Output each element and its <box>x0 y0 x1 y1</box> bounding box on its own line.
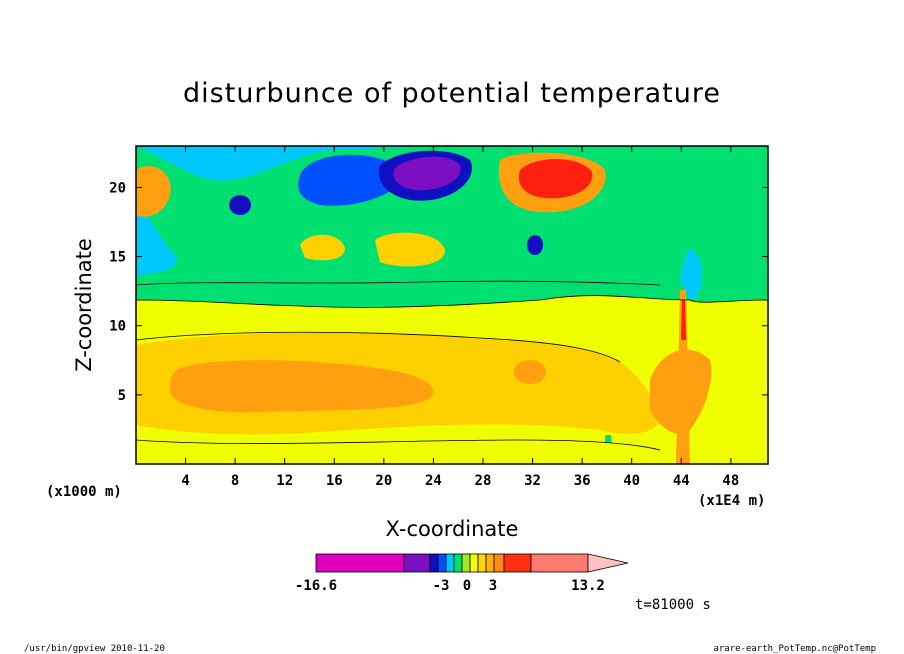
x-unit-left: (x1000 m) <box>46 484 122 500</box>
orange-lower-core <box>170 360 434 413</box>
colorbar-mid-label-3: 3 <box>489 578 497 594</box>
contour-line <box>136 280 661 286</box>
x-axis-label: X-coordinate <box>386 517 519 541</box>
colorbar-segment <box>429 553 439 573</box>
footer-left: /usr/bin/gpview 2010-11-20 <box>24 644 165 654</box>
lightorange-blob-2 <box>375 232 445 267</box>
x-tick-label: 44 <box>673 473 690 489</box>
x-tick-label: 28 <box>475 473 492 489</box>
purple-core <box>393 156 461 191</box>
column-red <box>681 300 686 340</box>
colorbar-segment <box>437 553 447 573</box>
navy-spot <box>229 195 251 215</box>
colorbar-segment <box>403 553 431 573</box>
y-tick-label: 20 <box>109 180 126 196</box>
x-tick-label: 20 <box>375 473 392 489</box>
y-tick-label: 10 <box>109 319 126 335</box>
y-tick-label: 15 <box>109 250 126 266</box>
contour-line <box>136 331 621 363</box>
cyan-plume <box>680 249 702 300</box>
footer-right: arare-earth_PotTemp.nc@PotTemp <box>713 644 876 654</box>
orange-spot <box>514 360 546 384</box>
x-tick-label: 24 <box>425 473 442 489</box>
contour-line <box>136 439 661 451</box>
lightorange-blob-1 <box>300 234 345 261</box>
x-tick-label: 48 <box>722 473 739 489</box>
colorbar-min-label: -16.6 <box>295 578 337 594</box>
red-core <box>518 158 593 199</box>
colorbar-segment <box>530 553 589 573</box>
colorbar-mid-label-neg3: -3 <box>433 578 450 594</box>
colorbar-segment <box>445 553 455 573</box>
y-axis-ticks: 5 10 15 20 <box>109 180 768 404</box>
y-tick-label: 5 <box>118 388 126 404</box>
column-orange <box>676 290 690 464</box>
y-axis-label: Z-coordinate <box>72 238 96 372</box>
x-tick-label: 40 <box>623 473 640 489</box>
colorbar-mid-label-0: 0 <box>463 578 471 594</box>
colorbar-segment <box>461 553 471 573</box>
x-tick-label: 12 <box>276 473 293 489</box>
orange-left-upper <box>136 166 171 217</box>
colorbar-segment <box>485 553 495 573</box>
colorbar-max-label: 13.2 <box>571 578 605 594</box>
colorbar-segment <box>453 553 463 573</box>
time-label: t=81000 s <box>635 597 711 613</box>
heatmap-field <box>136 146 768 464</box>
x-tick-label: 8 <box>231 473 239 489</box>
x-tick-label: 36 <box>574 473 591 489</box>
plot-frame <box>135 145 769 465</box>
x-unit-right: (x1E4 m) <box>698 493 765 509</box>
chart-title: disturbunce of potential temperature <box>183 78 721 109</box>
plot-area <box>135 145 769 465</box>
cyan-left-lobe <box>136 200 177 275</box>
colorbar-segment <box>493 553 505 573</box>
x-tick-label: 16 <box>326 473 343 489</box>
colorbar-segment <box>503 553 532 573</box>
colorbar-segment <box>315 553 405 573</box>
colorbar-arrow <box>587 553 629 573</box>
navy-spot-right <box>527 235 543 255</box>
green-upper-band <box>136 146 768 308</box>
x-tick-label: 32 <box>524 473 541 489</box>
blue-core-left <box>298 154 402 206</box>
colorbar-segment <box>477 553 487 573</box>
colorbar <box>315 553 629 573</box>
green-spot <box>605 435 611 443</box>
contour-line <box>136 295 768 308</box>
x-tick-label: 4 <box>181 473 189 489</box>
cyan-upper-left <box>136 146 420 181</box>
colorbar-segment <box>469 553 479 573</box>
x-axis-ticks: 4 8 12 16 20 24 28 32 36 40 44 48 <box>181 146 739 489</box>
